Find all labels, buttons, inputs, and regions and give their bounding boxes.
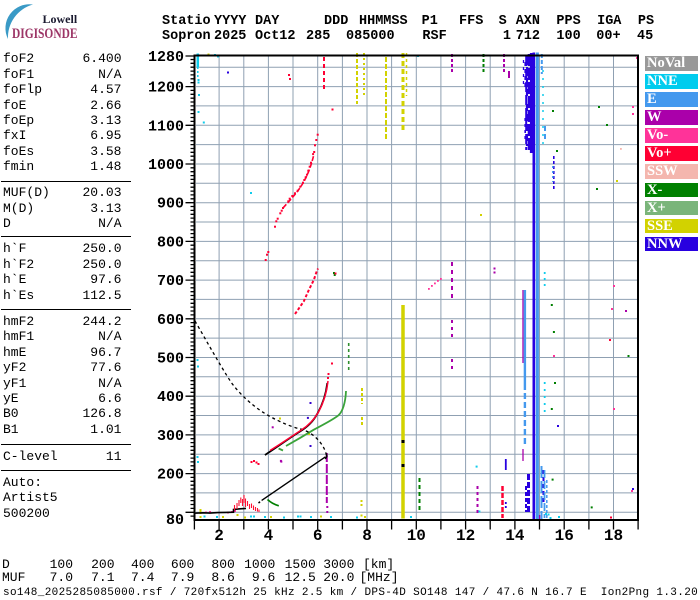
svg-text:700: 700	[157, 273, 184, 290]
svg-text:900: 900	[157, 196, 184, 213]
svg-text:1000: 1000	[148, 157, 184, 174]
svg-text:10: 10	[407, 527, 426, 545]
svg-text:14: 14	[505, 527, 525, 545]
svg-text:2: 2	[214, 527, 224, 545]
svg-text:1100: 1100	[148, 118, 184, 135]
svg-text:8: 8	[362, 527, 372, 545]
svg-text:200: 200	[157, 467, 184, 484]
svg-text:400: 400	[157, 389, 184, 406]
svg-text:4: 4	[264, 527, 274, 545]
svg-text:Lowell: Lowell	[43, 12, 78, 26]
svg-text:500: 500	[157, 351, 184, 368]
svg-text:1200: 1200	[148, 80, 184, 97]
svg-text:80: 80	[166, 512, 184, 529]
svg-text:16: 16	[555, 527, 574, 545]
svg-text:12: 12	[456, 527, 475, 545]
svg-text:800: 800	[157, 234, 184, 251]
svg-text:600: 600	[157, 312, 184, 329]
svg-text:300: 300	[157, 428, 184, 445]
svg-text:1280: 1280	[148, 49, 184, 66]
svg-text:6: 6	[313, 527, 323, 545]
svg-text:18: 18	[604, 527, 623, 545]
svg-text:DIGISONDE: DIGISONDE	[12, 25, 78, 42]
